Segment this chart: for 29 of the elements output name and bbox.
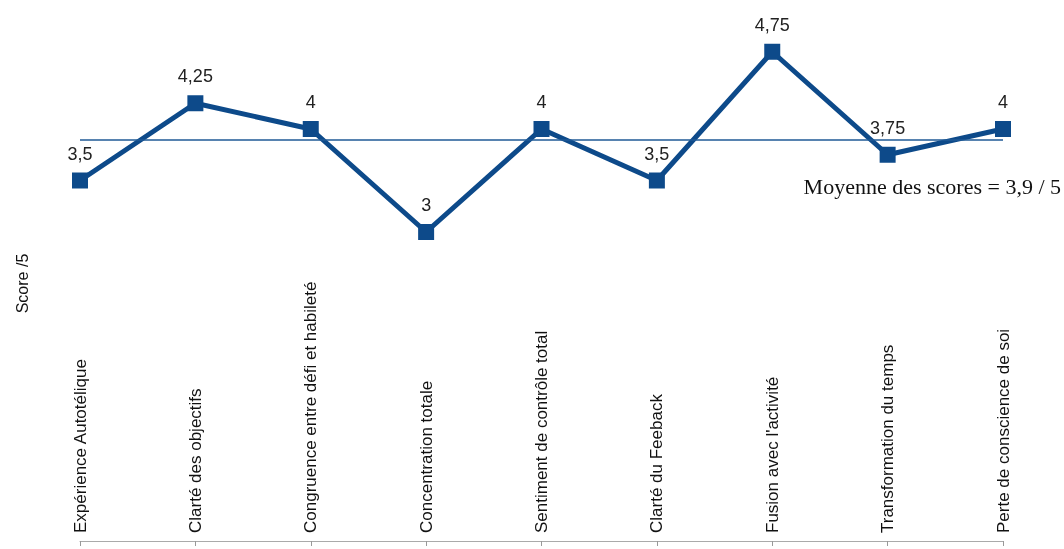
point	[879, 146, 896, 163]
data-label: 3,5	[644, 143, 670, 164]
point	[648, 172, 665, 189]
x-tick-label: Sentiment de contrôle total	[532, 330, 551, 533]
data-label: 3	[421, 195, 432, 215]
data-label: 4	[305, 92, 316, 112]
x-tick-label: Concentration totale	[416, 380, 436, 533]
data-label: 4,25	[177, 66, 213, 87]
x-tick-label: Clarté du Feeback	[647, 393, 667, 533]
point	[72, 172, 88, 189]
point	[187, 95, 204, 112]
data-label: 3,75	[870, 117, 906, 138]
x-tick-label: Transformation du temps	[878, 344, 898, 533]
data-label: 3,5	[67, 143, 93, 164]
point	[764, 43, 781, 60]
data-label: 4,75	[754, 14, 790, 35]
data-label: 4	[536, 92, 547, 112]
point	[418, 224, 435, 240]
x-tick-label: Perte de conscience de soi	[993, 328, 1013, 533]
y-axis-title: Score /5	[13, 253, 31, 314]
x-tick-label: Congruence entre défi et habileté	[301, 281, 321, 533]
ref-line-label: Moyenne des scores = 3,9 / 5	[803, 173, 1061, 199]
point	[302, 121, 319, 137]
data-label: 4	[997, 92, 1009, 112]
point	[533, 121, 550, 137]
point	[995, 121, 1011, 137]
x-tick-label: Expérience Autotélique	[70, 359, 90, 533]
x-tick-label: Fusion avec l'activité	[762, 376, 782, 533]
x-tick-label: Clarté des objectifs	[185, 388, 205, 533]
